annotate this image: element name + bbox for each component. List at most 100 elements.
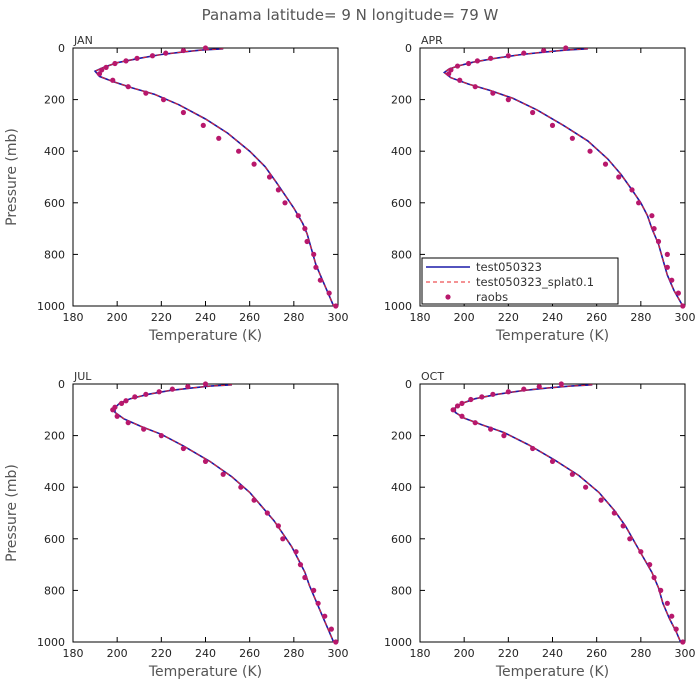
- x-axis-label: Temperature (K): [495, 328, 609, 344]
- raobs-point: [180, 109, 187, 116]
- raobs-point: [651, 226, 657, 232]
- x-tick-label: 200: [454, 311, 475, 324]
- raobs-point: [673, 626, 679, 632]
- raobs-point: [236, 148, 242, 154]
- raobs-point: [295, 213, 301, 219]
- x-tick-label: 300: [675, 311, 696, 324]
- legend-box: [421, 257, 619, 305]
- y-tick-label: 0: [58, 378, 65, 391]
- raobs-point: [655, 238, 662, 245]
- raobs-point: [251, 497, 257, 503]
- raobs-point: [202, 381, 209, 387]
- raobs-point: [620, 523, 626, 529]
- y-tick-label: 0: [405, 42, 412, 55]
- y-tick-label: 800: [44, 584, 65, 597]
- raobs-point: [200, 122, 206, 128]
- raobs-point: [123, 58, 129, 64]
- raobs-point: [448, 67, 454, 73]
- raobs-point: [457, 77, 463, 83]
- x-tick-label: 240: [195, 647, 216, 660]
- raobs-point: [156, 389, 162, 395]
- raobs-point: [311, 587, 317, 594]
- raobs-point: [479, 394, 485, 400]
- x-tick-label: 180: [63, 647, 84, 660]
- raobs-point: [664, 264, 670, 270]
- raobs-point: [505, 389, 511, 395]
- y-tick-label: 0: [58, 42, 65, 55]
- raobs-point: [143, 90, 149, 96]
- x-axis-label: Temperature (K): [148, 328, 262, 344]
- raobs-point: [602, 161, 609, 167]
- raobs-point: [616, 174, 622, 180]
- legend-label: test050323_splat0.1: [476, 275, 594, 289]
- y-axis-label: Pressure (mb): [4, 464, 20, 562]
- raobs-point: [490, 391, 496, 397]
- raobs-point: [125, 84, 131, 90]
- x-tick-label: 200: [107, 311, 128, 324]
- raobs-point: [611, 510, 617, 516]
- raobs-point: [238, 484, 244, 490]
- y-tick-label: 200: [391, 430, 412, 443]
- raobs-point: [302, 574, 308, 581]
- raobs-point: [163, 50, 169, 56]
- chart-panel-oct: 180 200 220 240 260 280 300 0 200 400 600 800 1000 OC…: [384, 370, 696, 680]
- raobs-point: [114, 413, 120, 419]
- x-tick-label: 220: [498, 311, 519, 324]
- panel-label: OCT: [421, 370, 444, 383]
- y-tick-label: 600: [44, 197, 65, 210]
- raobs-point: [304, 238, 310, 245]
- x-tick-label: 220: [151, 647, 172, 660]
- y-tick-label: 800: [44, 248, 65, 261]
- x-tick-label: 180: [63, 311, 84, 324]
- raobs-point: [521, 50, 527, 56]
- raobs-point: [490, 90, 496, 96]
- raobs-point: [185, 383, 191, 390]
- raobs-point: [465, 60, 472, 67]
- panel-label: APR: [421, 34, 443, 47]
- raobs-point: [454, 63, 461, 69]
- raobs-point: [125, 420, 131, 426]
- raobs-point: [132, 394, 138, 400]
- y-tick-label: 600: [391, 197, 412, 210]
- y-tick-label: 1000: [37, 636, 65, 649]
- y-tick-label: 1000: [384, 300, 412, 313]
- x-tick-label: 260: [586, 647, 607, 660]
- x-tick-label: 300: [328, 311, 349, 324]
- raobs-point: [123, 398, 129, 404]
- series-line-test050323-splat0-1: [114, 384, 335, 643]
- raobs-point: [658, 587, 664, 594]
- raobs-point: [297, 562, 304, 568]
- y-tick-label: 1000: [37, 300, 65, 313]
- x-tick-label: 220: [498, 647, 519, 660]
- x-tick-label: 280: [630, 647, 651, 660]
- raobs-point: [472, 84, 478, 90]
- raobs-point: [202, 45, 209, 51]
- series-raobs: [110, 381, 339, 645]
- raobs-point: [549, 458, 556, 464]
- y-tick-label: 400: [391, 145, 412, 158]
- x-tick-label: 240: [542, 647, 563, 660]
- raobs-point: [505, 53, 511, 59]
- raobs-point: [169, 386, 175, 392]
- raobs-point: [638, 549, 644, 555]
- x-tick-label: 200: [107, 647, 128, 660]
- raobs-point: [501, 433, 507, 439]
- raobs-point: [143, 391, 149, 397]
- chart-panel-jul: 180 200 220 240 260 280 300 0 200 400 600 800 1000 JU…: [4, 370, 349, 680]
- x-tick-label: 280: [630, 311, 651, 324]
- x-tick-label: 240: [195, 311, 216, 324]
- panels: 180 200 220 240 260 280 300 0 200 400 600 800 1000 JA…: [4, 34, 696, 680]
- raobs-point: [266, 174, 273, 180]
- raobs-point: [220, 471, 226, 477]
- raobs-point: [311, 251, 317, 257]
- raobs-point: [664, 251, 670, 257]
- x-tick-label: 180: [410, 647, 431, 660]
- raobs-point: [251, 161, 257, 167]
- series-line-test050323-splat0-1: [94, 48, 335, 307]
- raobs-point: [536, 383, 542, 390]
- raobs-point: [649, 213, 655, 219]
- x-tick-label: 260: [239, 311, 260, 324]
- raobs-point: [202, 458, 209, 464]
- raobs-point: [160, 97, 167, 103]
- raobs-point: [651, 574, 657, 581]
